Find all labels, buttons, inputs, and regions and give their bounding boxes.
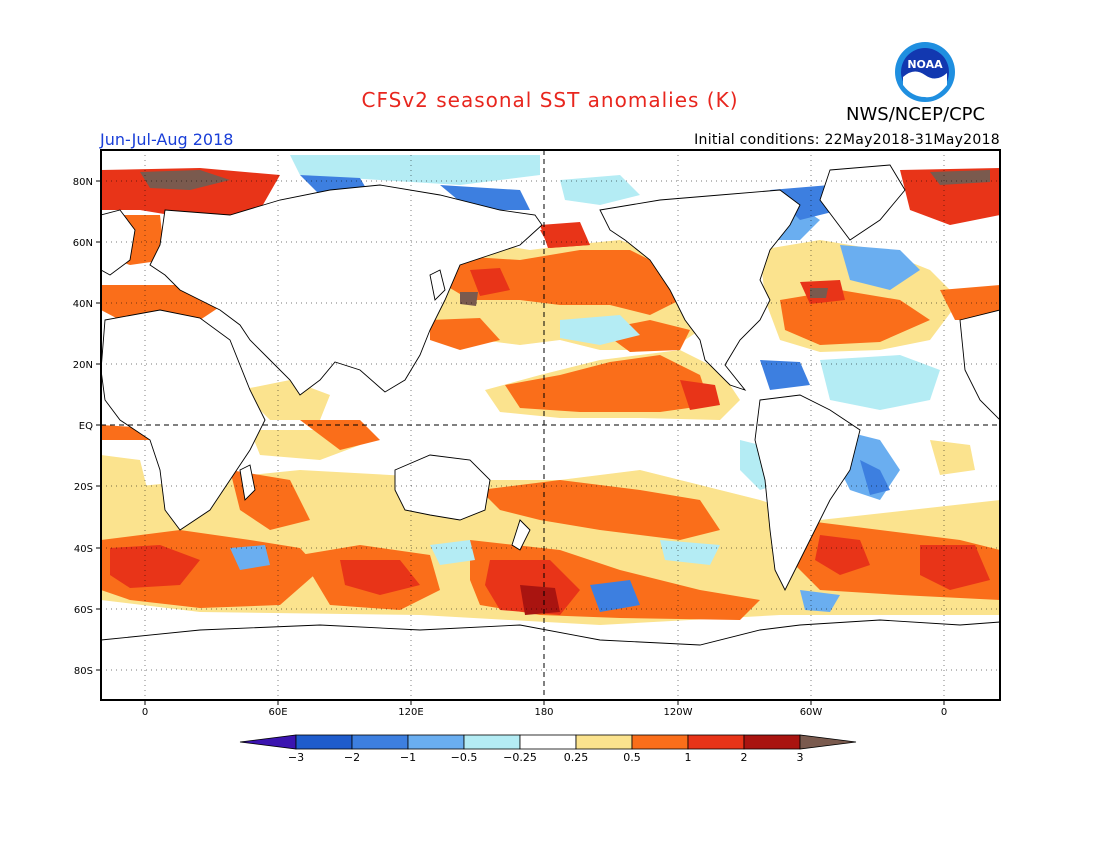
- color-legend: −3 −2 −1 −0.5 −0.25 0.25 0.5 1 2 3: [239, 734, 857, 764]
- latitude-label: 40N: [73, 299, 93, 310]
- longitude-label: 60W: [800, 707, 823, 718]
- africa-landmass: [101, 309, 266, 531]
- agency-label: NWS/NCEP/CPC: [846, 104, 986, 125]
- legend-label: 0.25: [564, 751, 589, 764]
- graticule: [96, 150, 1000, 705]
- legend-swatch: [631, 734, 689, 750]
- legend-label: −3: [288, 751, 304, 764]
- longitude-label: 0: [941, 707, 947, 718]
- legend-swatch: [519, 734, 577, 750]
- map-frame: [100, 149, 1001, 701]
- legend-label: 3: [797, 751, 804, 764]
- legend-swatch: [351, 734, 409, 750]
- noaa-logo-icon: NOAA: [895, 42, 955, 102]
- latitude-label: 40S: [74, 544, 93, 555]
- antarctica-landmass: [101, 619, 1000, 700]
- legend-swatch: [799, 734, 857, 750]
- legend-swatch: [407, 734, 465, 750]
- legend-label: −1: [400, 751, 416, 764]
- legend-swatch: [295, 734, 353, 750]
- new-zealand-landmass: [511, 519, 531, 551]
- west-africa-wrap-landmass: [959, 309, 1000, 421]
- australia-landmass: [394, 454, 491, 521]
- svg-text:NOAA: NOAA: [907, 58, 943, 71]
- axis-labels: 80N 60N 40N 20N EQ 20S 40S 60S 80S 0 60E 120E 180 120…: [73, 177, 947, 718]
- legend-label: −0.25: [503, 751, 537, 764]
- longitude-label: 120W: [664, 707, 693, 718]
- legend-swatch: [239, 734, 297, 750]
- latitude-label: 60N: [73, 238, 93, 249]
- legend-label: 2: [741, 751, 748, 764]
- legend-label: −2: [344, 751, 360, 764]
- latitude-label: 60S: [74, 605, 93, 616]
- legend-swatch: [743, 734, 801, 750]
- map-title: CFSv2 seasonal SST anomalies (K): [361, 88, 739, 112]
- longitude-label: 180: [534, 707, 553, 718]
- greenland-landmass: [819, 164, 906, 241]
- latitude-label: 80N: [73, 177, 93, 188]
- land-masses: [101, 164, 1000, 700]
- legend-label: 1: [685, 751, 692, 764]
- legend-label: 0.5: [623, 751, 641, 764]
- longitude-label: 0: [142, 707, 148, 718]
- latitude-label: 20N: [73, 360, 93, 371]
- west-europe-landmass: [101, 209, 136, 276]
- legend-label: −0.5: [451, 751, 478, 764]
- season-label: Jun-Jul-Aug 2018: [100, 130, 234, 149]
- eurasia-landmass: [149, 184, 543, 396]
- longitude-label: 60E: [268, 707, 287, 718]
- initial-conditions-label: Initial conditions: 22May2018-31May2018: [694, 132, 1000, 148]
- legend-swatch: [463, 734, 521, 750]
- sst-anomaly-field: [101, 150, 1000, 700]
- longitude-label: 120E: [398, 707, 423, 718]
- japan-landmass: [429, 269, 446, 301]
- latitude-label: 20S: [74, 482, 93, 493]
- madagascar-landmass: [239, 464, 256, 501]
- north-america-landmass: [599, 189, 801, 391]
- latitude-label: 80S: [74, 666, 93, 677]
- latitude-label: EQ: [79, 421, 93, 432]
- legend-swatch: [687, 734, 745, 750]
- south-america-landmass: [754, 394, 861, 592]
- legend-swatch: [575, 734, 633, 750]
